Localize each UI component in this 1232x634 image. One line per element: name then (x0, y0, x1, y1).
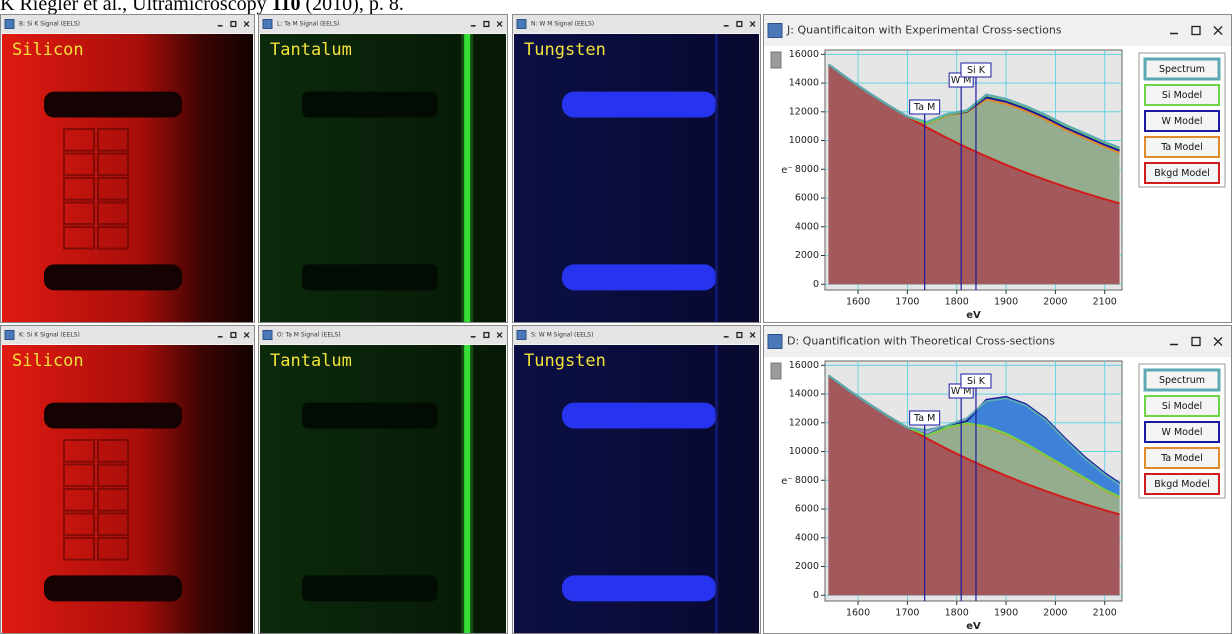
y-tick-label: 0 (813, 279, 819, 290)
citation-text: K Riegler et al., Ultramicroscopy (0, 0, 272, 15)
y-tick-label: 14000 (789, 389, 819, 400)
x-tick-label: 2100 (1093, 297, 1117, 308)
window-title: N: W M Signal (EELS) (531, 21, 594, 28)
app-icon (768, 24, 782, 38)
image-label: Tungsten (524, 351, 606, 371)
image-label: Silicon (12, 40, 84, 60)
edge-label: Si K (967, 65, 986, 76)
image-feature (302, 575, 437, 601)
app-icon (768, 335, 782, 349)
x-tick-label: 2100 (1093, 608, 1117, 619)
scroll-thumb (771, 52, 781, 68)
app-icon (517, 331, 526, 340)
y-tick-label: 8000 (795, 164, 819, 175)
window-title: S: W M Signal (EELS) (531, 332, 593, 339)
app-icon (263, 20, 272, 29)
y-tick-label: 0 (813, 590, 819, 601)
scroll-thumb (771, 363, 781, 379)
y-tick-label: 6000 (795, 193, 819, 204)
citation-volume: 110 (272, 0, 301, 15)
app-icon (5, 331, 14, 340)
edge-label: Si K (967, 376, 986, 387)
app-icon (5, 20, 14, 29)
image-feature (44, 92, 182, 118)
x-tick-label: 1800 (945, 297, 969, 308)
x-axis-label: eV (966, 621, 981, 632)
legend-label: Si Model (1162, 401, 1202, 412)
x-tick-label: 1900 (994, 608, 1018, 619)
image-feature (302, 264, 437, 290)
image-feature (715, 34, 718, 322)
legend-label: Spectrum (1159, 64, 1205, 75)
legend-label: W Model (1162, 116, 1203, 127)
window-title: B: Si K Signal (EELS) (19, 21, 80, 28)
edge-label: Ta M (913, 413, 935, 424)
image-feature (562, 403, 716, 429)
legend-label: Spectrum (1159, 375, 1205, 386)
image-feature (562, 264, 716, 290)
image-label: Tantalum (270, 40, 352, 60)
image-feature (461, 345, 473, 633)
image-feature (44, 264, 182, 290)
citation-text: (2010), p. 8. (301, 0, 404, 15)
x-tick-label: 1600 (846, 608, 870, 619)
legend-label: Bkgd Model (1154, 168, 1210, 179)
x-tick-label: 1700 (895, 297, 919, 308)
y-tick-label: 16000 (789, 49, 819, 60)
image-feature (715, 345, 718, 633)
screen: K Riegler et al., Ultramicroscopy 110 (2… (0, 0, 1232, 634)
y-tick-label: 2000 (795, 561, 819, 572)
window-title: O: Ta M Signal (EELS) (277, 332, 341, 339)
y-tick-label: 6000 (795, 504, 819, 515)
image-feature (302, 403, 437, 429)
window-title: J: Quantificaiton with Experimental Cros… (786, 24, 1062, 37)
y-tick-label: 4000 (795, 221, 819, 232)
image-feature (44, 403, 182, 429)
image-label: Silicon (12, 351, 84, 371)
y-axis-label: e⁻ (781, 165, 792, 176)
y-tick-label: 14000 (789, 78, 819, 89)
edge-label: Ta M (913, 102, 935, 113)
image-feature (302, 92, 437, 118)
legend-label: Si Model (1162, 90, 1202, 101)
window-title: K: Si K Signal (EELS) (19, 332, 80, 339)
legend-label: W Model (1162, 427, 1203, 438)
image-feature (562, 575, 716, 601)
x-tick-label: 2000 (1043, 297, 1067, 308)
legend-label: Ta Model (1160, 453, 1203, 464)
y-tick-label: 4000 (795, 532, 819, 543)
app-icon (517, 20, 526, 29)
page: K Riegler et al., Ultramicroscopy 110 (2… (0, 0, 1232, 634)
x-tick-label: 1900 (994, 297, 1018, 308)
y-tick-label: 2000 (795, 250, 819, 261)
image-feature (44, 575, 182, 601)
image-feature (461, 34, 473, 322)
y-tick-label: 10000 (789, 446, 819, 457)
y-tick-label: 12000 (789, 106, 819, 117)
legend-label: Bkgd Model (1154, 479, 1210, 490)
y-axis-label: e⁻ (781, 476, 792, 487)
x-tick-label: 1600 (846, 297, 870, 308)
x-tick-label: 1800 (945, 608, 969, 619)
x-tick-label: 1700 (895, 608, 919, 619)
x-tick-label: 2000 (1043, 608, 1067, 619)
image-feature (562, 92, 716, 118)
x-axis-label: eV (966, 310, 981, 321)
citation: K Riegler et al., Ultramicroscopy 110 (2… (0, 0, 404, 15)
y-tick-label: 16000 (789, 360, 819, 371)
image-label: Tungsten (524, 40, 606, 60)
legend-label: Ta Model (1160, 142, 1203, 153)
window-title: D: Quantification with Theoretical Cross… (787, 335, 1055, 348)
app-icon (263, 331, 272, 340)
image-label: Tantalum (270, 351, 352, 371)
window-title: L: Ta M Signal (EELS) (277, 21, 339, 28)
y-tick-label: 8000 (795, 475, 819, 486)
y-tick-label: 12000 (789, 417, 819, 428)
y-tick-label: 10000 (789, 135, 819, 146)
